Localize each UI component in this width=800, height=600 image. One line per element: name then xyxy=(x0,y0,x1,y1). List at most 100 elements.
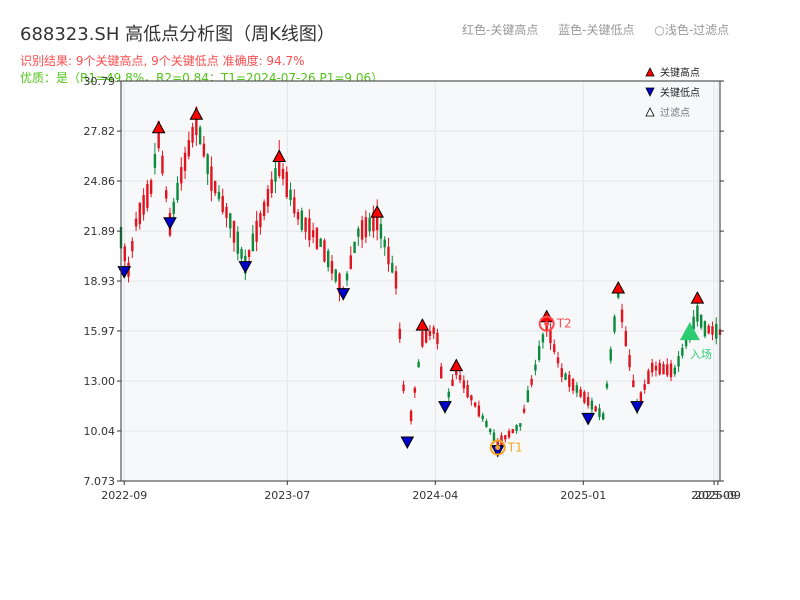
candle-up xyxy=(473,402,477,407)
entry-label: 入场 xyxy=(690,347,712,361)
candle-up xyxy=(330,261,334,274)
candle-up xyxy=(466,385,469,398)
candle-up xyxy=(500,435,503,446)
candle-up xyxy=(349,255,353,269)
candle-down xyxy=(485,421,488,427)
candle-down xyxy=(240,248,243,259)
candle-down xyxy=(492,432,496,442)
candle-up xyxy=(262,201,266,217)
candle-down xyxy=(684,338,688,347)
candle-down xyxy=(681,347,684,356)
candle-up xyxy=(131,240,134,252)
candle-up xyxy=(157,121,160,149)
chart-title: 688323.SH 高低点分析图（周K线图） xyxy=(20,24,335,45)
candle-down xyxy=(345,273,349,281)
candle-up xyxy=(650,362,654,373)
y-tick-label: 15.97 xyxy=(84,325,116,338)
y-tick-label: 7.073 xyxy=(84,475,116,488)
candle-up xyxy=(210,166,213,191)
candle-down xyxy=(602,413,605,420)
candle-up xyxy=(477,405,481,417)
candle-up xyxy=(436,332,439,345)
y-tick-label: 24.86 xyxy=(84,175,116,188)
candle-up xyxy=(409,410,413,422)
candle-up xyxy=(281,168,285,180)
key-low-marker xyxy=(438,401,452,414)
candle-down xyxy=(534,364,537,371)
key-low-marker xyxy=(336,288,351,301)
candle-down xyxy=(198,127,202,145)
candle-down xyxy=(334,269,337,282)
candle-down xyxy=(590,400,594,410)
candle-up xyxy=(213,180,217,194)
candle-up xyxy=(221,196,224,212)
candle-down xyxy=(575,385,579,393)
candle-up xyxy=(413,387,417,393)
candle-down xyxy=(251,233,255,252)
candle-up xyxy=(424,329,428,343)
candle-up xyxy=(594,406,597,412)
candle-down xyxy=(379,223,383,239)
candle-up xyxy=(338,273,341,294)
candle-down xyxy=(206,154,209,175)
candle-up xyxy=(134,218,138,227)
candle-up xyxy=(375,208,379,231)
candle-up xyxy=(296,212,300,220)
candle-down xyxy=(368,217,371,232)
candle-down xyxy=(417,361,420,368)
candle-up xyxy=(711,326,714,335)
candle-up xyxy=(556,357,560,364)
candle-up xyxy=(421,331,424,347)
x-tick-label: 2025-09 xyxy=(691,489,737,502)
candle-up xyxy=(278,150,281,176)
candle-down xyxy=(673,367,676,375)
key-high-marker xyxy=(415,318,430,331)
candle-down xyxy=(447,391,450,398)
candle-down xyxy=(391,262,394,273)
candle-up xyxy=(315,227,319,249)
candle-down xyxy=(289,189,292,201)
candle-down xyxy=(598,408,601,418)
candle-up xyxy=(553,344,556,353)
candle-up xyxy=(583,391,586,403)
candle-down xyxy=(319,238,322,247)
candle-up xyxy=(180,167,183,184)
candle-down xyxy=(300,210,304,230)
candle-down xyxy=(172,201,175,214)
candle-up xyxy=(432,327,435,334)
candle-down xyxy=(236,231,239,254)
candle-down xyxy=(327,250,330,268)
y-tick-label: 21.89 xyxy=(84,225,116,238)
key-high-marker xyxy=(151,120,166,134)
x-tick-label: 2022-09 xyxy=(101,489,147,502)
candle-up xyxy=(398,328,401,339)
legend-light-text: ○浅色-过滤点 xyxy=(654,23,730,37)
candle-up xyxy=(285,171,288,197)
legend-marker-2 xyxy=(645,107,655,117)
candle-up xyxy=(549,328,552,344)
candle-down xyxy=(153,154,157,168)
candle-up xyxy=(255,220,258,242)
candle-up xyxy=(360,220,364,240)
candle-up xyxy=(639,392,643,401)
candle-down xyxy=(217,191,221,200)
legend-blue-text: 蓝色-关键低点 xyxy=(558,23,635,37)
candle-up xyxy=(632,380,635,388)
candle-down xyxy=(564,373,567,380)
key-high-marker xyxy=(189,107,204,120)
candle-up xyxy=(511,429,514,434)
key-high-marker xyxy=(690,291,705,304)
candle-up xyxy=(451,379,454,386)
key-high-marker xyxy=(449,358,464,372)
candle-up xyxy=(496,440,499,447)
candle-up xyxy=(123,246,126,261)
candle-up xyxy=(187,140,191,157)
candle-down xyxy=(229,213,232,229)
candles xyxy=(119,106,722,451)
candle-up xyxy=(247,250,251,257)
candle-up xyxy=(308,218,311,241)
y-tick-label: 10.04 xyxy=(84,425,116,438)
candle-up xyxy=(138,203,142,225)
candle-up xyxy=(304,217,307,232)
